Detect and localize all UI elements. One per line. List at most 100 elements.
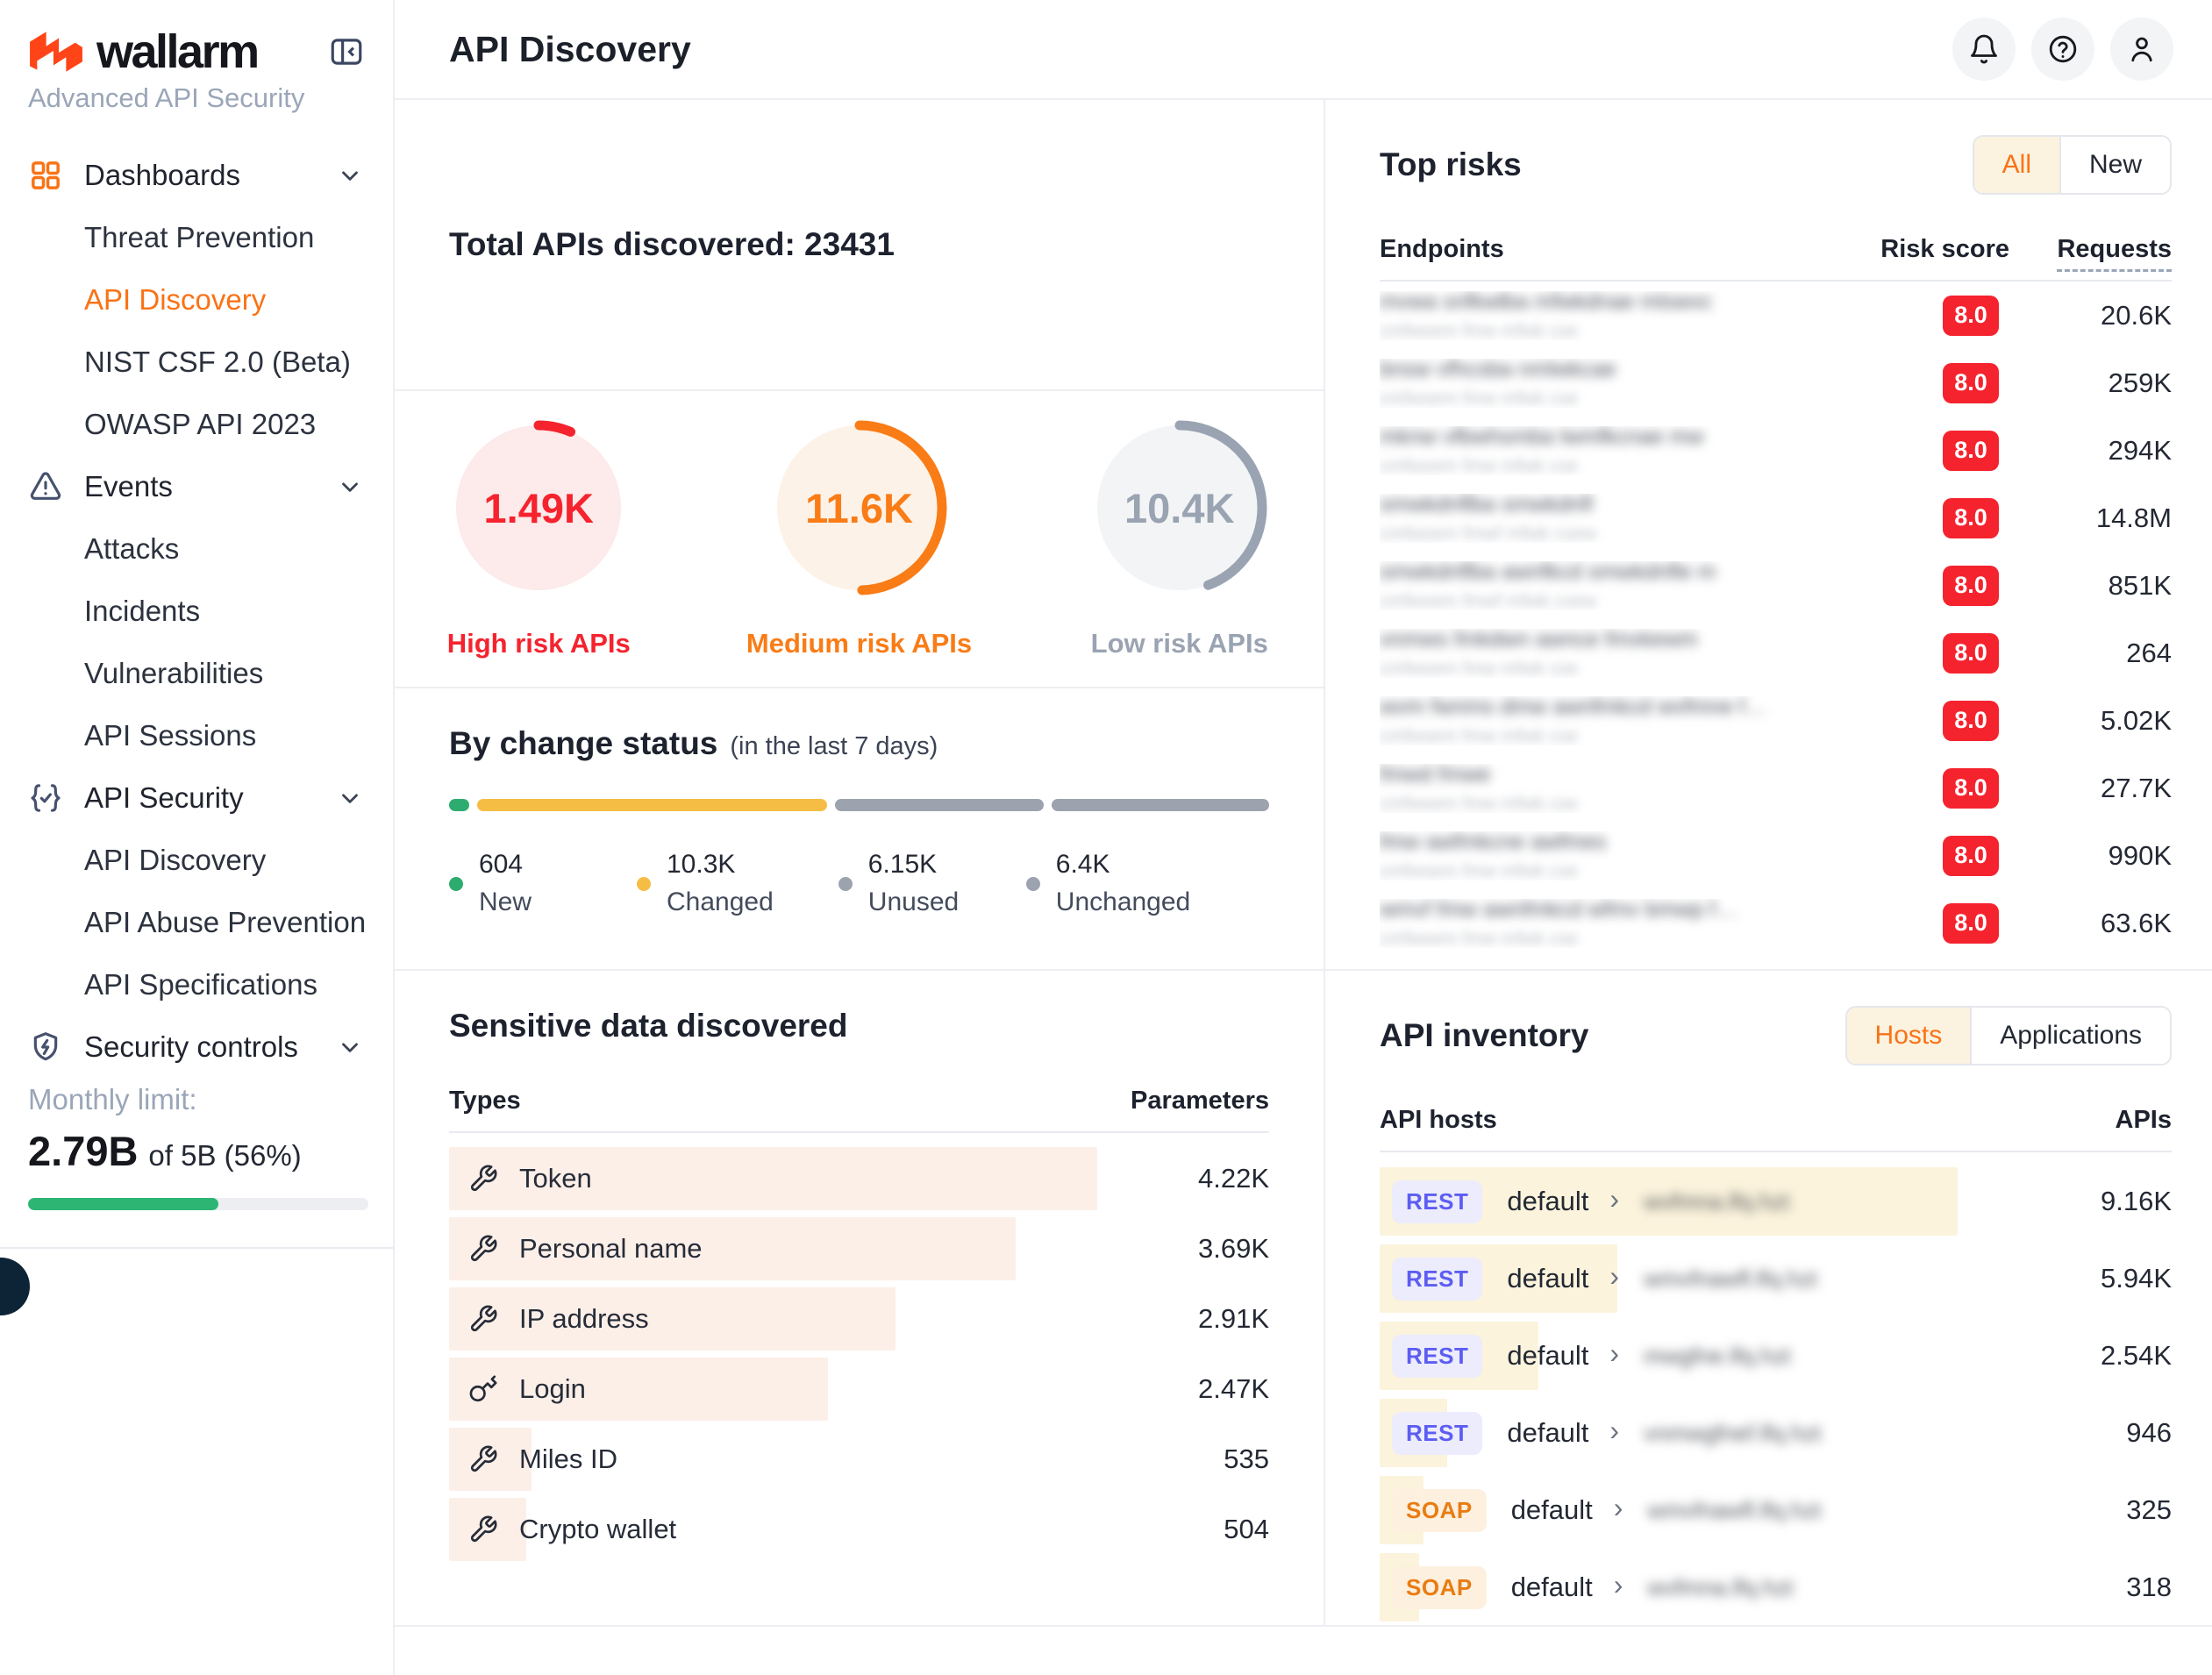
risk-score-badge: 8.0 [1943,295,1999,336]
content-bottom: Sensitive data discovered Types Paramete… [395,971,2212,1627]
sidebar-item-vulnerabilities[interactable]: Vulnerabilities [28,642,367,704]
top-risk-row[interactable]: mknw vfbwhsmba lwmfkcnae mw cmfwsem fmw m… [1380,417,2172,484]
top-risks-title: Top risks [1380,146,1522,182]
chat-bubble-partial[interactable] [0,1258,30,1315]
brand-name: wallarm [96,25,260,78]
monthly-limit-block: Monthly limit: 2.79B of 5B (56%) [28,1083,368,1247]
api-inventory-title: API inventory [1380,1017,1589,1053]
change-segment-unchanged [1052,799,1269,811]
endpoint-subtext-blurred: cmfwsem fmw mfwk cse [1380,928,1579,948]
shield-lightning-icon [28,1030,63,1065]
top-risk-row[interactable]: wmvf fmw awnfmkcd wfmv bmwp f… cmfwsem fm… [1380,889,2172,957]
api-inventory-panel: API inventory Hosts Applications API host… [1324,971,2212,1625]
sidebar-item-api-abuse-prevention[interactable]: API Abuse Prevention [28,891,367,953]
requests-cell: 20.6K [2100,299,2172,331]
parameters-value: 535 [1224,1443,1269,1474]
sidebar-item-incidents[interactable]: Incidents [28,580,367,642]
sidebar: wallarm Advanced API Security Dashboards… [0,0,395,1675]
top-risks-filter-new[interactable]: New [2059,137,2170,193]
sidebar-item-api-security[interactable]: API Security [28,766,367,829]
sidebar-item-dashboards[interactable]: Dashboards [28,144,367,206]
endpoint-name-blurred: vnmws fmkdwn awnce fmvkewm [1380,628,1698,652]
top-risks-filter-all[interactable]: All [1973,137,2059,193]
api-host-row[interactable]: REST default › vnmwgfnef.lfq.hzt 946 [1380,1394,2172,1472]
api-host-row[interactable]: REST default › mwgfne.lfq.hzt 2.54K [1380,1317,2172,1394]
host-group-label: default [1507,1263,1589,1294]
top-risk-row[interactable]: smwkdnflba smwkdnfl cmfwsem fmwf mfwk cse… [1380,484,2172,552]
top-risk-row[interactable]: wvm fwnms dmw awnfmkcd wvfmne f… cmfwsem … [1380,687,2172,754]
sensitive-row-login[interactable]: Login 2.47K [449,1354,1269,1424]
host-name-blurred: mwgfne.lfq.hzt [1644,1342,1791,1369]
top-risk-row[interactable]: bnsw vfhcsba nmlwkcae cmfwsem fmw mfwk cs… [1380,349,2172,417]
top-risk-row[interactable]: smwkdnflba awnfkcd smwkdnfle m cmfwsem fm… [1380,552,2172,619]
sidebar-item-api-sessions[interactable]: API Sessions [28,704,367,766]
sidebar-item-api-discovery[interactable]: API Discovery [28,829,367,891]
top-risk-row[interactable]: mvwa snfkwlba mfwkdnae mlswvc cmfwsem fmw… [1380,282,2172,349]
sidebar-item-events[interactable]: Events [28,455,367,517]
sensitive-row-ip-address[interactable]: IP address 2.91K [449,1284,1269,1354]
sensitive-table-header: Types Parameters [449,1087,1269,1133]
sensitive-row-bar [449,1428,532,1491]
legend-text: 10.3K Changed [667,850,774,917]
sidebar-item-api-discovery[interactable]: API Discovery [28,268,367,331]
risk-circle-low-risk-apis: 10.4K Low risk APIs [1071,391,1289,687]
top-risk-row[interactable]: fmwd fmwe cmfwsem fmw mfwk cse 8.0 27.7K [1380,754,2172,822]
notifications-button[interactable] [1952,18,2016,81]
api-host-row[interactable]: REST default › wvfmna.lfq.hzt 9.16K [1380,1163,2172,1240]
sensitive-type-text: Crypto wallet [519,1514,677,1544]
sidebar-item-api-specifications[interactable]: API Specifications [28,953,367,1016]
apis-count: 5.94K [2100,1263,2172,1294]
sensitive-row-crypto-wallet[interactable]: Crypto wallet 504 [449,1494,1269,1565]
protocol-badge-rest: REST [1392,1180,1483,1223]
top-risk-row[interactable]: vnmws fmkdwn awnce fmvkewm cmfwsem fmw mf… [1380,619,2172,687]
sidebar-item-attacks[interactable]: Attacks [28,517,367,580]
protocol-badge-rest: REST [1392,1334,1483,1378]
apis-count: 2.54K [2100,1340,2172,1371]
monthly-limit-progress-fill [28,1198,219,1210]
sidebar-item-owasp-api-2023[interactable]: OWASP API 2023 [28,393,367,455]
sensitive-row-personal-name[interactable]: Personal name 3.69K [449,1214,1269,1284]
protocol-badge-rest: REST [1392,1257,1483,1301]
risk-circles-section: 1.49K High risk APIs 11.6K Medium risk API… [395,389,1324,687]
col-requests[interactable]: Requests [2009,235,2172,272]
api-inventory-filter-applications[interactable]: Applications [1970,1008,2170,1064]
sensitive-type-label: Token [449,1163,592,1194]
endpoint-cell: wmvf fmw awnfmkcd wfmv bmwp f… cmfwsem fm… [1380,899,1825,948]
api-host-row[interactable]: SOAP default › wmvfnawfl.lfq.hzt 325 [1380,1472,2172,1549]
parameters-value: 3.69K [1197,1233,1269,1264]
risk-circle-label: Medium risk APIs [746,628,973,659]
apis-count: 325 [2126,1494,2172,1525]
main-area: API Discovery [395,0,2212,1675]
sidebar-item-security-controls[interactable]: Security controls [28,1016,367,1078]
change-legend-changed: 10.3K Changed [637,850,774,917]
api-host-row[interactable]: REST default › wmvfnawfl.lfq.hzt 5.94K [1380,1240,2172,1317]
api-inventory-filter-hosts[interactable]: Hosts [1846,1008,1971,1064]
apis-count: 318 [2126,1572,2172,1602]
sensitive-row-bar [449,1287,896,1351]
help-button[interactable] [2031,18,2094,81]
sensitive-row-token[interactable]: Token 4.22K [449,1144,1269,1214]
account-button[interactable] [2110,18,2173,81]
apis-count: 946 [2126,1417,2172,1448]
top-risk-row[interactable]: fmw awfmkcne awfmes cmfwsem fmw mfwk cse 8… [1380,822,2172,889]
endpoint-cell: mknw vfbwhsmba lwmfkcnae mw cmfwsem fmw m… [1380,426,1825,475]
endpoint-name-blurred: mvwa snfkwlba mfwkdnae mlswvc [1380,290,1713,314]
change-status-subtitle: (in the last 7 days) [730,732,938,760]
legend-value: 604 [479,850,524,879]
host-name-blurred: wvfmna.lfq.hzt [1644,1187,1790,1215]
sidebar-item-threat-prevention[interactable]: Threat Prevention [28,206,367,268]
help-icon [2049,35,2077,63]
host-name-blurred: wmvfnawfl.lfq.hzt [1644,1265,1818,1292]
sidebar-collapse-button[interactable] [326,32,367,72]
sidebar-item-label: API Discovery [84,843,267,876]
col-risk-score: Risk score [1880,235,2009,263]
sidebar-item-label: OWASP API 2023 [84,407,317,440]
sensitive-row-miles-id[interactable]: Miles ID 535 [449,1424,1269,1494]
api-host-row[interactable]: SOAP default › wvfmna.lfq.hzt 318 [1380,1549,2172,1626]
col-parameters: Parameters [1131,1087,1269,1115]
sensitive-type-label: IP address [449,1303,649,1335]
wrench-icon [468,1304,498,1334]
sidebar-item-nist-csf-2-0-beta[interactable]: NIST CSF 2.0 (Beta) [28,331,367,393]
endpoint-subtext-blurred: cmfwsem fmw mfwk cse [1380,860,1579,880]
sensitive-type-text: Login [519,1373,586,1404]
